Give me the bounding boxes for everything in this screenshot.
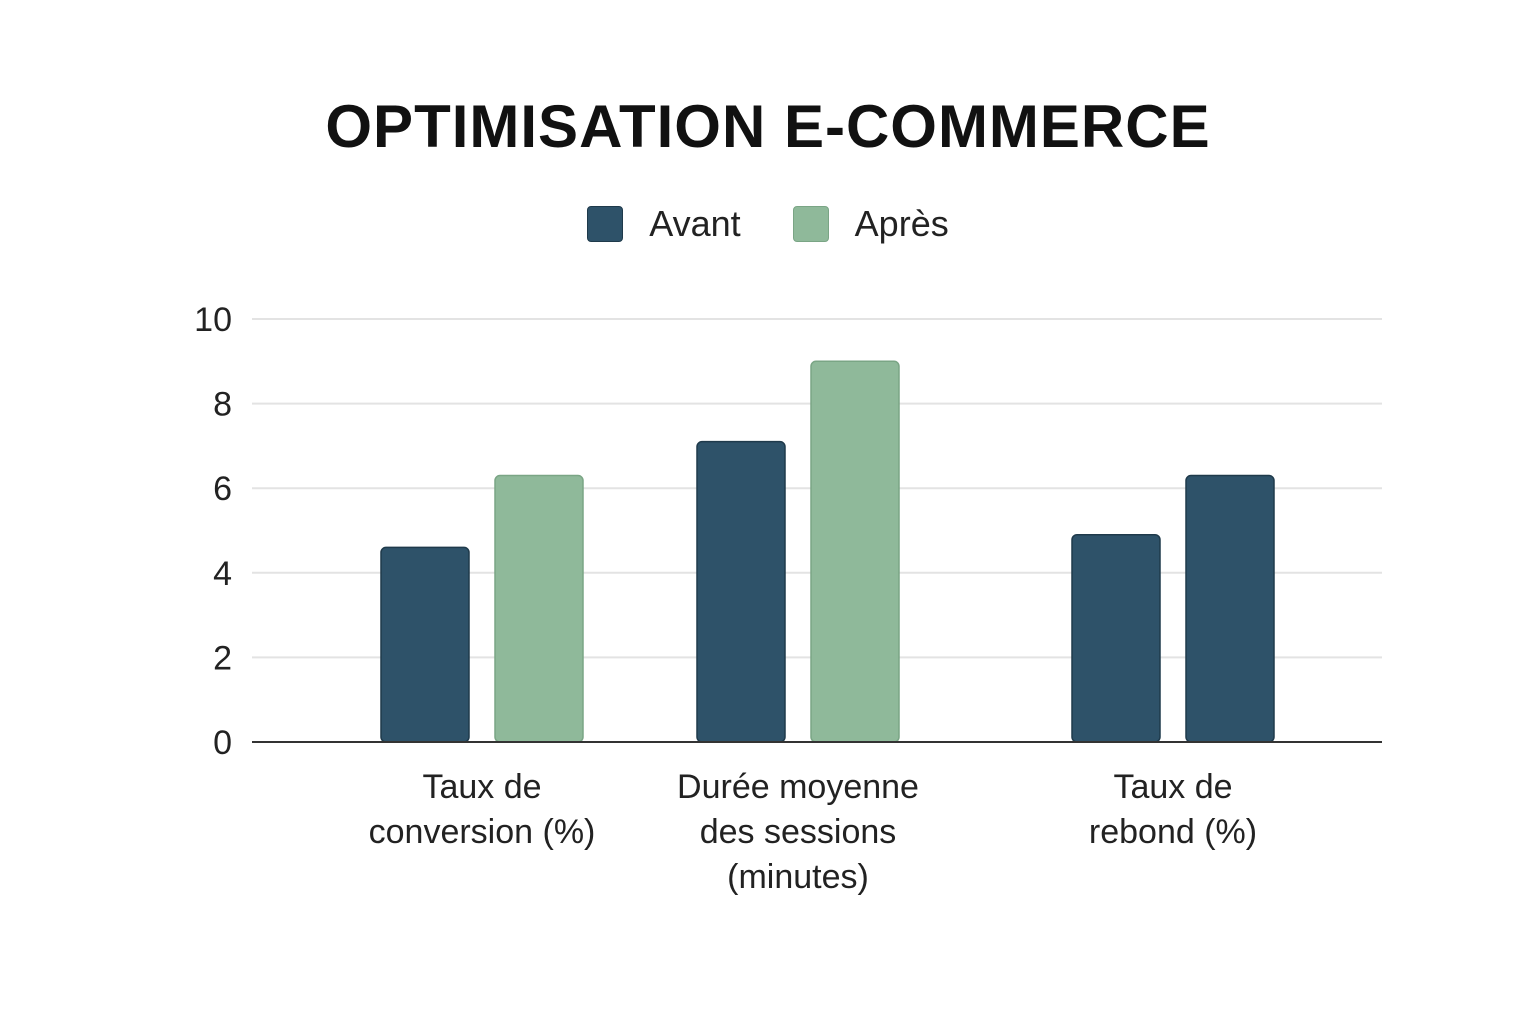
y-tick-label: 4	[213, 555, 232, 593]
bar	[380, 546, 470, 743]
legend: Avant Après	[0, 203, 1536, 245]
y-tick-label: 6	[213, 470, 232, 508]
bar	[810, 360, 900, 743]
legend-label-avant: Avant	[649, 203, 741, 244]
bar	[696, 440, 786, 743]
bar	[1071, 533, 1161, 743]
y-tick-label: 0	[213, 724, 232, 762]
legend-swatch-avant	[587, 206, 624, 242]
y-tick-label: 8	[213, 386, 232, 424]
y-tick-label: 2	[213, 639, 232, 677]
bar	[494, 474, 584, 743]
bar	[1185, 474, 1275, 743]
chart-title: OPTIMISATION E-COMMERCE	[325, 93, 1211, 160]
legend-item-apres: Après	[792, 203, 949, 245]
x-tick-label: Taux de conversion (%)	[369, 768, 596, 851]
y-tick-label: 10	[194, 301, 232, 339]
legend-swatch-apres	[792, 206, 829, 242]
legend-label-apres: Après	[854, 203, 949, 244]
x-tick-label: Durée moyenne des sessions (minutes)	[677, 768, 919, 896]
x-tick-label: Taux de rebond (%)	[1089, 768, 1257, 851]
legend-item-avant: Avant	[587, 203, 741, 245]
